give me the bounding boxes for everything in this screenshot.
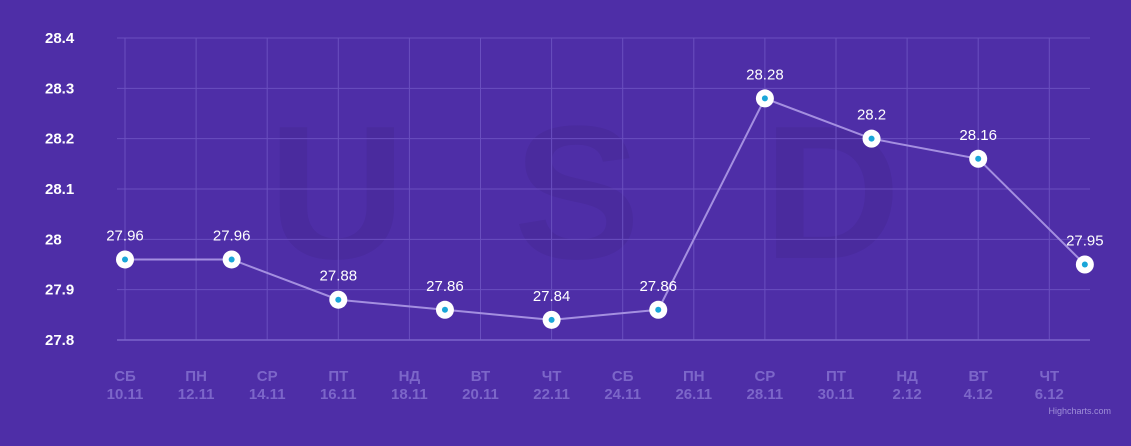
grid-layer bbox=[117, 37, 1090, 341]
y-tick-label: 27.9 bbox=[45, 282, 74, 299]
data-point-center bbox=[1081, 261, 1088, 268]
x-tick-date: 14.11 bbox=[249, 386, 286, 403]
data-point-center bbox=[548, 316, 555, 323]
x-tick-day: СБ bbox=[612, 368, 634, 385]
data-label: 28.2 bbox=[857, 107, 886, 124]
x-tick-date: 12.11 bbox=[178, 386, 215, 403]
x-tick-day: ВТ bbox=[968, 368, 987, 385]
x-tick-date: 24.11 bbox=[604, 386, 641, 403]
x-tick-label: СР 28.11 bbox=[747, 368, 784, 403]
x-tick-day: ЧТ bbox=[1039, 368, 1059, 385]
x-tick-label: ПН 12.11 bbox=[178, 368, 215, 403]
data-point-center bbox=[761, 95, 768, 102]
x-tick-label: ПТ 16.11 bbox=[320, 368, 357, 403]
x-tick-label: СБ 24.11 bbox=[604, 368, 641, 403]
x-tick-day: ПН bbox=[683, 368, 705, 385]
data-label: 27.96 bbox=[106, 227, 144, 244]
x-tick-day: НД bbox=[896, 368, 918, 385]
x-tick-label: ПТ 30.11 bbox=[818, 368, 855, 403]
data-label: 28.16 bbox=[959, 127, 997, 144]
x-tick-date: 10.11 bbox=[107, 386, 144, 403]
x-tick-date: 16.11 bbox=[320, 386, 357, 403]
x-tick-day: СБ bbox=[114, 368, 136, 385]
x-tick-date: 2.12 bbox=[892, 386, 921, 403]
x-tick-day: СР bbox=[257, 368, 278, 385]
data-point-center bbox=[122, 256, 128, 263]
data-point-center bbox=[975, 155, 982, 162]
y-tick-label: 28.4 bbox=[45, 30, 75, 47]
x-tick-date: 28.11 bbox=[747, 386, 784, 403]
data-label: 27.84 bbox=[533, 288, 571, 305]
series-line-layer bbox=[125, 97, 1086, 321]
x-tick-day: СР bbox=[754, 368, 775, 385]
y-tick-label: 27.8 bbox=[45, 332, 74, 349]
data-label: 27.86 bbox=[639, 278, 677, 295]
data-label: 27.96 bbox=[213, 227, 251, 244]
y-tick-label: 28 bbox=[45, 231, 62, 248]
watermark-letter: D bbox=[763, 87, 900, 299]
y-tick-label: 28.3 bbox=[45, 80, 74, 97]
data-label: 27.88 bbox=[320, 268, 358, 285]
data-point-center bbox=[228, 256, 235, 263]
x-tick-label: СБ 10.11 bbox=[107, 368, 144, 403]
watermark-letter: S bbox=[514, 87, 641, 299]
data-label: 28.28 bbox=[746, 66, 784, 83]
x-tick-day: ПН bbox=[185, 368, 207, 385]
x-tick-label: СР 14.11 bbox=[249, 368, 286, 403]
x-tick-day: ВТ bbox=[471, 368, 490, 385]
x-tick-date: 18.11 bbox=[391, 386, 428, 403]
x-tick-day: НД bbox=[399, 368, 421, 385]
credits-link[interactable]: Highcharts.com bbox=[1048, 406, 1111, 416]
series-markers bbox=[116, 89, 1094, 329]
data-point-center bbox=[441, 306, 448, 313]
y-tick-label: 28.2 bbox=[45, 131, 74, 148]
x-tick-date: 20.11 bbox=[462, 386, 499, 403]
x-tick-date: 22.11 bbox=[533, 386, 570, 403]
x-tick-date: 4.12 bbox=[964, 386, 993, 403]
x-tick-label: ВТ 4.12 bbox=[964, 368, 993, 403]
watermark-letter: U bbox=[268, 87, 405, 299]
x-tick-label: ПН 26.11 bbox=[675, 368, 712, 403]
y-tick-label: 28.1 bbox=[45, 181, 74, 198]
x-tick-label: НД 2.12 bbox=[892, 368, 921, 403]
data-point-center bbox=[335, 296, 342, 303]
x-tick-date: 26.11 bbox=[675, 386, 712, 403]
x-tick-day: ЧТ bbox=[542, 368, 562, 385]
x-tick-label: НД 18.11 bbox=[391, 368, 428, 403]
x-tick-date: 30.11 bbox=[818, 386, 855, 403]
x-tick-day: ПТ bbox=[328, 368, 348, 385]
x-tick-day: ПТ bbox=[826, 368, 846, 385]
x-tick-label: ВТ 20.11 bbox=[462, 368, 499, 403]
data-label: 27.86 bbox=[426, 278, 464, 295]
data-label: 27.95 bbox=[1066, 233, 1104, 250]
y-axis-ticks: 27.8 27.9 28 28.1 28.2 28.3 28.4 bbox=[45, 30, 75, 349]
series-line bbox=[125, 97, 1086, 321]
x-tick-label: ЧТ 6.12 bbox=[1035, 368, 1064, 403]
data-labels: 27.96 27.96 27.88 27.86 27.84 27.86 28.28 28.2 2… bbox=[106, 66, 1103, 304]
x-tick-date: 6.12 bbox=[1035, 386, 1064, 403]
data-point-center bbox=[655, 306, 662, 313]
x-tick-label: ЧТ 22.11 bbox=[533, 368, 570, 403]
data-point-center bbox=[868, 135, 875, 142]
